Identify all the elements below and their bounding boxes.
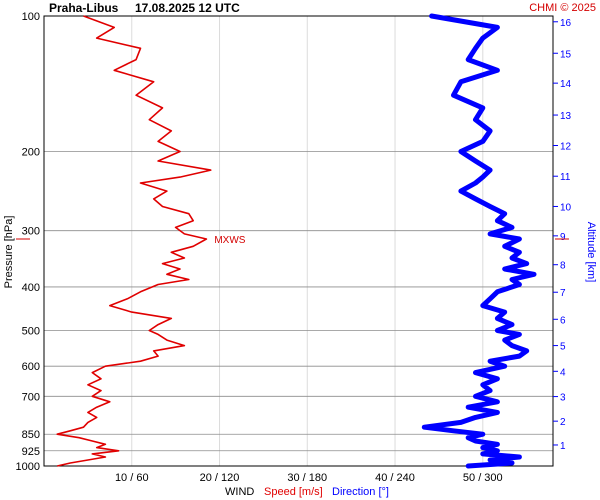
pressure-tick-label: 100 — [22, 11, 40, 23]
altitude-tick-label: 9 — [560, 232, 566, 243]
altitude-tick-label: 3 — [560, 393, 566, 404]
pressure-tick-label: 500 — [22, 326, 40, 338]
max-wind-marker: MXWS — [16, 235, 569, 246]
altitude-tick-label: 14 — [560, 79, 572, 90]
altitude-tick-label: 6 — [560, 315, 566, 326]
speed-series-line — [56, 15, 212, 467]
x-label-wind: WIND — [225, 486, 254, 498]
x-tick-labels: 10 / 60 20 / 120 30 / 180 40 / 240 50 / 300 — [115, 472, 503, 484]
altitude-tick-label: 1 — [560, 441, 566, 452]
sounding-datetime: 17.08.2025 12 UTC — [135, 1, 240, 15]
altitude-tick-label: 7 — [560, 288, 566, 299]
pressure-tick-labels: 100 200 300 400 500 600 700 850 925 1000 — [16, 11, 40, 473]
x-tick-label: 50 / 300 — [463, 472, 503, 484]
right-axis-label: Altitude [km] — [585, 222, 597, 283]
x-tick-label: 20 / 120 — [200, 472, 240, 484]
direction-series-line — [421, 13, 537, 469]
altitude-tick-label: 16 — [560, 18, 572, 29]
pressure-tick-label: 300 — [22, 226, 40, 238]
pressure-tick-label: 600 — [22, 361, 40, 373]
altitude-tick-label: 4 — [560, 367, 566, 378]
pressure-tick-label: 700 — [22, 391, 40, 403]
altitude-tick-label: 15 — [560, 49, 572, 60]
altitude-tick-label: 8 — [560, 261, 566, 272]
altitude-tick-label: 12 — [560, 142, 572, 153]
plot-frame — [43, 15, 554, 467]
pressure-tick-label: 1000 — [16, 461, 40, 473]
altitude-tick-label: 5 — [560, 342, 566, 353]
x-label-speed: Speed [m/s] — [264, 486, 323, 498]
series-layer — [56, 13, 537, 469]
pressure-tick-label: 200 — [22, 146, 40, 158]
pressure-tick-label: 400 — [22, 282, 40, 294]
x-label-direction: Direction [°] — [332, 486, 389, 498]
y-axis-label: Pressure [hPa] — [3, 216, 15, 289]
altitude-tick-label: 2 — [560, 417, 566, 428]
station-name: Praha-Libus — [49, 1, 119, 15]
credit-text: CHMI © 2025 — [529, 2, 596, 14]
pressure-tick-label: 850 — [22, 429, 40, 441]
x-tick-label: 30 / 180 — [287, 472, 327, 484]
altitude-tick-label: 13 — [560, 111, 572, 122]
vertical-gridlines — [131, 16, 484, 466]
max-wind-label: MXWS — [214, 235, 245, 246]
x-tick-label: 40 / 240 — [375, 472, 415, 484]
x-tick-label: 10 / 60 — [115, 472, 149, 484]
altitude-tick-label: 11 — [560, 172, 571, 183]
altitude-tick-label: 10 — [560, 202, 572, 213]
pressure-tick-label: 925 — [22, 446, 40, 458]
